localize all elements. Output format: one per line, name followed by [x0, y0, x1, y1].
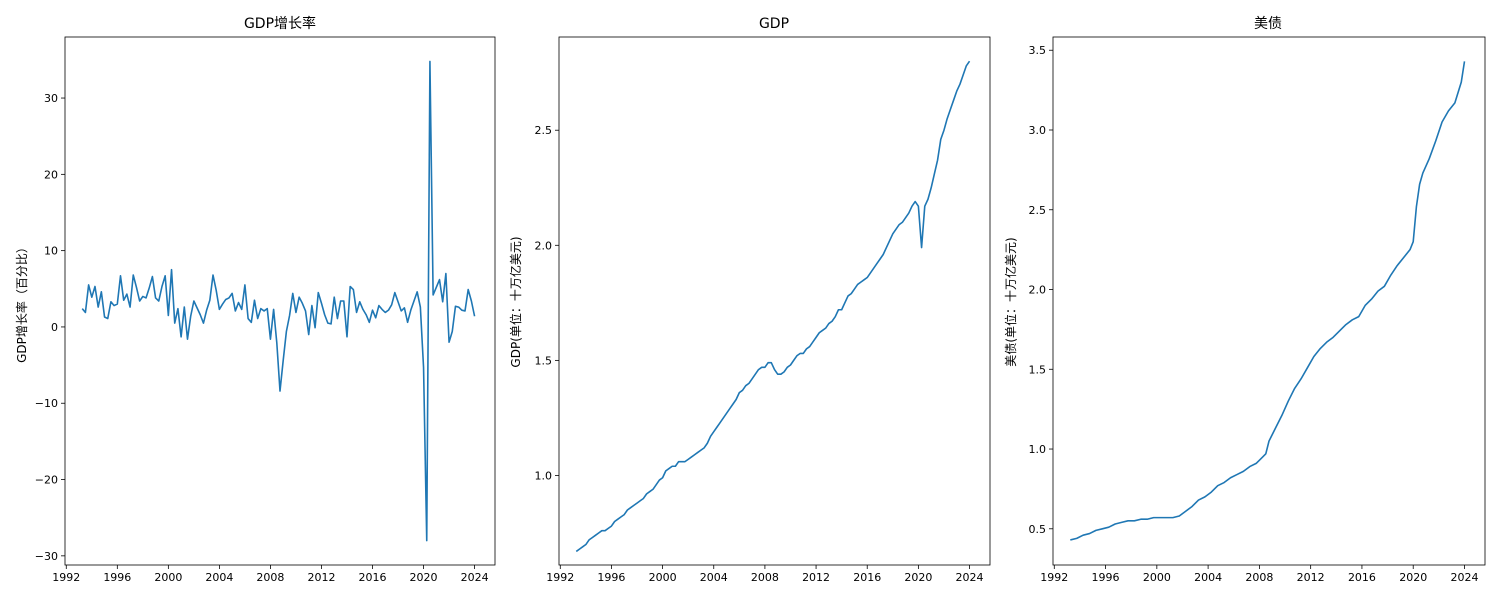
chart-title: GDP [759, 16, 789, 32]
x-tick-label: 2004 [205, 571, 233, 584]
gdp-chart: GDP GDP(单位：十万亿美元) 1992 1996 2000 2004 2008 20… [508, 16, 991, 584]
x-tick-label: 2004 [700, 571, 728, 584]
x-tick-label: 2008 [256, 571, 284, 584]
x-tick-label: 1992 [546, 571, 574, 584]
series-line [1070, 61, 1466, 541]
treasury-debt-chart: 美债 美债(单位：十万亿美元) 1992 1996 2000 2004 2008 2012… [1003, 16, 1486, 584]
chart-title: GDP增长率 [244, 15, 316, 32]
x-tick-label: 2020 [410, 571, 438, 584]
x-tick-label: 2000 [1143, 571, 1171, 584]
series-line [81, 60, 476, 542]
y-tick-label: 1.0 [1029, 443, 1047, 456]
y-tick-label: 30 [44, 92, 58, 105]
x-tick-label: 2012 [307, 571, 335, 584]
y-tick-label: 3.0 [1029, 124, 1047, 137]
y-tick-label: 20 [44, 168, 58, 181]
x-tick-label: 2008 [1245, 571, 1273, 584]
y-tick-label: −20 [35, 474, 58, 487]
x-tick-label: 2008 [751, 571, 779, 584]
x-tick-label: 1992 [52, 571, 80, 584]
x-tick-label: 2020 [1399, 571, 1427, 584]
y-tick-label: 2.5 [535, 124, 553, 137]
x-tick-label: 1992 [1040, 571, 1068, 584]
chart-title: 美债 [1254, 16, 1282, 32]
y-tick-label: 2.5 [1029, 204, 1047, 217]
y-tick-label: 0.5 [1029, 523, 1047, 536]
y-tick-label: −30 [35, 550, 58, 563]
axes-frame [558, 36, 991, 566]
axes-frame [64, 36, 496, 566]
y-tick-label: −10 [35, 397, 58, 410]
y-tick-label: 3.5 [1029, 44, 1047, 57]
gdp-growth-chart: GDP增长率 GDP增长率（百分比） 1992 1996 2000 2004 2008 2… [14, 15, 496, 584]
y-axis-label: GDP(单位：十万亿美元) [508, 236, 523, 367]
x-tick-label: 2016 [853, 571, 881, 584]
y-tick-label: 2.0 [535, 239, 553, 252]
x-tick-label: 1996 [597, 571, 625, 584]
x-tick-label: 2012 [802, 571, 830, 584]
y-tick-label: 1.5 [535, 354, 553, 367]
y-tick-label: 10 [44, 245, 58, 258]
y-tick-label: 0 [51, 321, 58, 334]
x-tick-label: 2024 [1450, 571, 1478, 584]
x-tick-label: 2016 [1348, 571, 1376, 584]
y-tick-label: 1.5 [1029, 363, 1047, 376]
x-tick-label: 2000 [649, 571, 677, 584]
axes-frame [1052, 36, 1486, 566]
y-axis-label: 美债(单位：十万亿美元) [1003, 237, 1018, 366]
x-tick-label: 2024 [956, 571, 984, 584]
x-tick-label: 1996 [1092, 571, 1120, 584]
x-tick-label: 2024 [461, 571, 489, 584]
x-tick-label: 2004 [1194, 571, 1222, 584]
series-line [575, 60, 971, 553]
x-tick-label: 2012 [1297, 571, 1325, 584]
y-tick-label: 1.0 [535, 469, 553, 482]
x-tick-label: 1996 [103, 571, 131, 584]
y-tick-label: 2.0 [1029, 284, 1047, 297]
x-tick-label: 2000 [154, 571, 182, 584]
x-tick-label: 2020 [904, 571, 932, 584]
y-axis-label: GDP增长率（百分比） [14, 241, 29, 363]
x-tick-label: 2016 [359, 571, 387, 584]
